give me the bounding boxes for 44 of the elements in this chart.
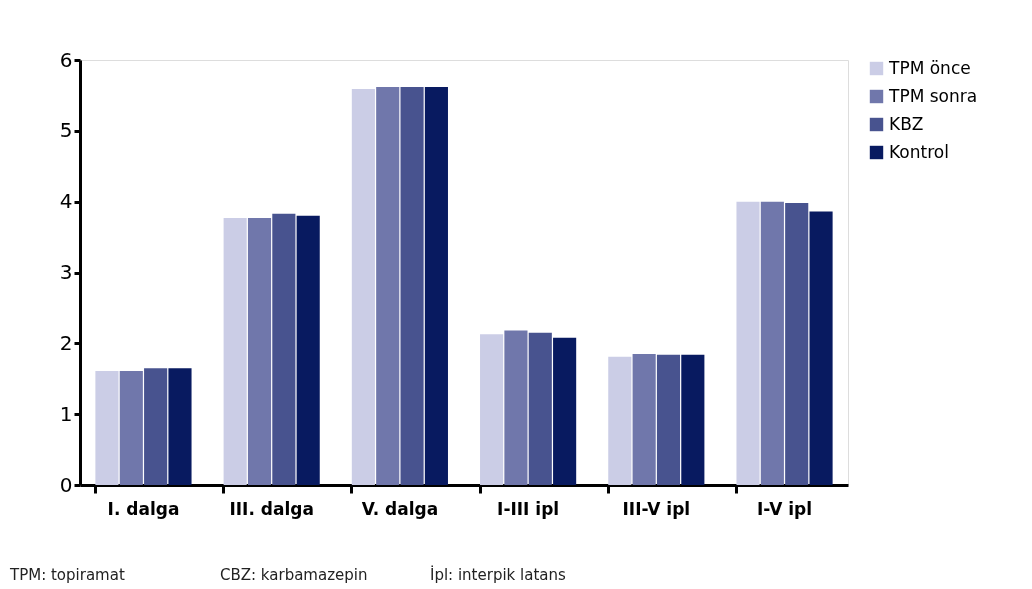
legend-label: KBZ [889,113,924,134]
bar [424,86,448,485]
x-tick-label: I-III ipl [497,498,560,519]
bar [223,217,247,485]
bar [528,332,552,485]
bar [809,211,833,485]
y-tick-label: 5 [59,118,73,143]
x-tick-label: I. dalga [107,498,180,519]
bar [247,217,272,485]
y-tick-label: 6 [59,47,73,72]
legend-label: Kontrol [889,141,949,162]
x-tick-label: III-V ipl [622,498,691,519]
bar [95,370,119,485]
bar [785,203,809,485]
y-tick-label: 0 [59,472,73,497]
bar [296,215,320,485]
x-tick-label: I-V ipl [757,498,813,519]
bar [681,354,705,485]
bar [736,201,760,485]
bar [760,201,784,485]
legend-label: TPM önce [888,57,971,78]
text: İpl: interpik latans [430,565,566,584]
legend-label: TPM sonra [888,85,978,106]
bar [553,337,577,485]
bar [400,86,424,485]
bar [144,368,168,485]
bar [168,368,192,485]
bar [656,354,681,485]
y-tick-label: 2 [59,330,73,355]
bar [608,356,632,485]
x-tick-label: III. dalga [229,498,314,519]
bar [480,334,504,485]
y-tick-label: 1 [59,401,73,426]
bar [272,213,296,485]
bar [351,89,375,485]
text: CBZ: karbamazepin [220,566,368,584]
y-tick-label: 3 [59,260,73,284]
bar [504,330,528,485]
bar [632,353,656,485]
y-tick-label: 4 [59,189,73,214]
bar [119,370,143,485]
text: TPM: topiramat [9,566,125,584]
x-tick-label: V. dalga [361,498,439,519]
bar [376,86,400,485]
